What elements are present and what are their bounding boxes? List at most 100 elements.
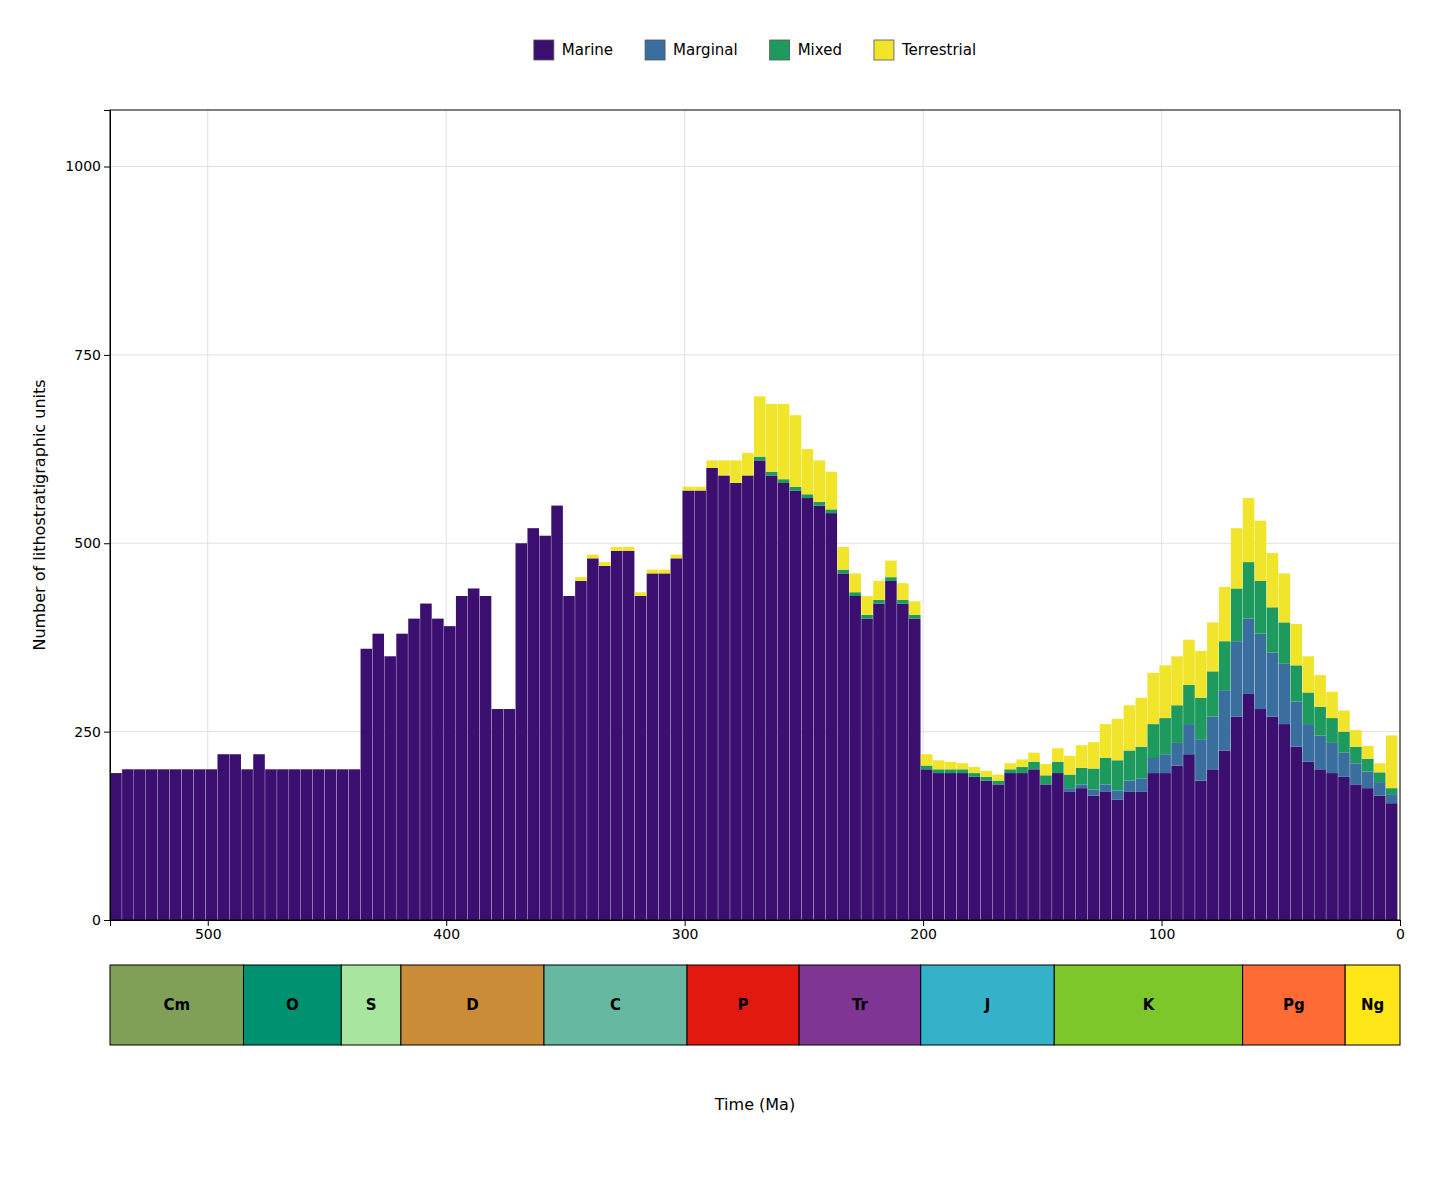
bar <box>456 596 468 920</box>
bar <box>468 588 480 589</box>
bar <box>873 600 885 604</box>
bar <box>587 555 599 559</box>
bar <box>432 619 444 920</box>
bar <box>1350 747 1362 764</box>
period <box>544 965 687 1045</box>
bar <box>1386 794 1398 803</box>
bar <box>289 769 301 770</box>
y-tick: 500 <box>74 535 110 551</box>
bar <box>1386 803 1398 920</box>
bar <box>408 618 420 619</box>
bar <box>1243 562 1255 619</box>
bar <box>539 535 551 536</box>
bar <box>444 626 456 920</box>
bar <box>420 603 432 604</box>
bar <box>742 453 754 476</box>
x-tick-label: 100 <box>1149 926 1176 942</box>
bar <box>1302 724 1314 762</box>
bar <box>647 573 659 920</box>
bar <box>861 619 873 920</box>
bar <box>516 543 528 544</box>
y-axis: 02505007501000 <box>65 111 110 928</box>
bar <box>1088 742 1100 768</box>
bar <box>981 777 993 781</box>
bar <box>742 475 754 920</box>
bar <box>1231 528 1243 588</box>
period-label: O <box>286 996 299 1014</box>
bar <box>1159 754 1171 773</box>
bar <box>1231 588 1243 641</box>
bar <box>563 596 575 597</box>
period-strip: CmOSDCPTrJKPgNg <box>110 965 1400 1045</box>
bar <box>623 547 635 551</box>
bar <box>420 603 432 604</box>
bar <box>1326 743 1338 773</box>
bar <box>814 502 826 506</box>
period <box>244 965 342 1045</box>
bar <box>885 581 897 920</box>
bar <box>802 494 814 498</box>
bar <box>217 754 229 755</box>
x-tick: 0 <box>1396 920 1405 942</box>
bar <box>146 769 158 770</box>
bar <box>361 648 373 649</box>
bar <box>1207 717 1219 770</box>
bar <box>1100 784 1112 792</box>
bar <box>992 775 1004 781</box>
bar <box>349 769 361 770</box>
bar <box>1076 768 1088 785</box>
bar <box>992 781 1004 785</box>
bar <box>456 596 468 597</box>
bar <box>539 536 551 920</box>
bar <box>325 769 337 770</box>
x-axis: 500 400 300 200 100 0 <box>111 920 1405 942</box>
bar <box>337 769 349 770</box>
bar <box>170 769 182 770</box>
x-tick: 300 <box>672 920 699 942</box>
bar <box>194 769 206 770</box>
bar <box>1314 707 1326 736</box>
bar <box>1255 634 1267 709</box>
bar <box>790 487 802 491</box>
bar <box>969 777 981 920</box>
bar <box>1255 709 1267 920</box>
bar <box>480 596 492 597</box>
bar <box>480 596 492 597</box>
bar <box>170 769 182 770</box>
bar <box>504 709 516 710</box>
bar <box>575 581 587 920</box>
bar <box>1171 766 1183 920</box>
bar <box>1302 656 1314 692</box>
bar <box>1040 775 1052 784</box>
x-tick: 200 <box>910 920 937 942</box>
x-axis-title: Time (Ma) <box>714 1095 795 1114</box>
bar <box>981 781 993 920</box>
bar <box>635 596 647 920</box>
bar <box>1124 792 1136 920</box>
bar <box>1028 769 1040 920</box>
x-tick-label: 500 <box>195 926 222 942</box>
bar <box>110 773 122 774</box>
bar <box>492 709 504 710</box>
bar <box>909 601 921 615</box>
bar <box>1040 784 1052 920</box>
bar <box>396 633 408 634</box>
x-tick: 400 <box>433 920 460 942</box>
bar <box>206 769 218 920</box>
bar <box>933 760 945 769</box>
bar <box>170 769 182 920</box>
bar <box>253 754 265 755</box>
y-tick-label: 750 <box>74 347 101 363</box>
bar <box>1350 763 1362 784</box>
bar <box>396 634 408 920</box>
bar <box>110 773 122 774</box>
bar <box>146 769 158 770</box>
period-label: Ng <box>1361 996 1384 1014</box>
bar <box>659 570 671 574</box>
bar <box>504 709 516 920</box>
bar <box>277 769 289 920</box>
period-label: Cm <box>163 996 190 1014</box>
bar <box>361 648 373 649</box>
bar <box>671 555 683 559</box>
bar <box>957 763 969 769</box>
